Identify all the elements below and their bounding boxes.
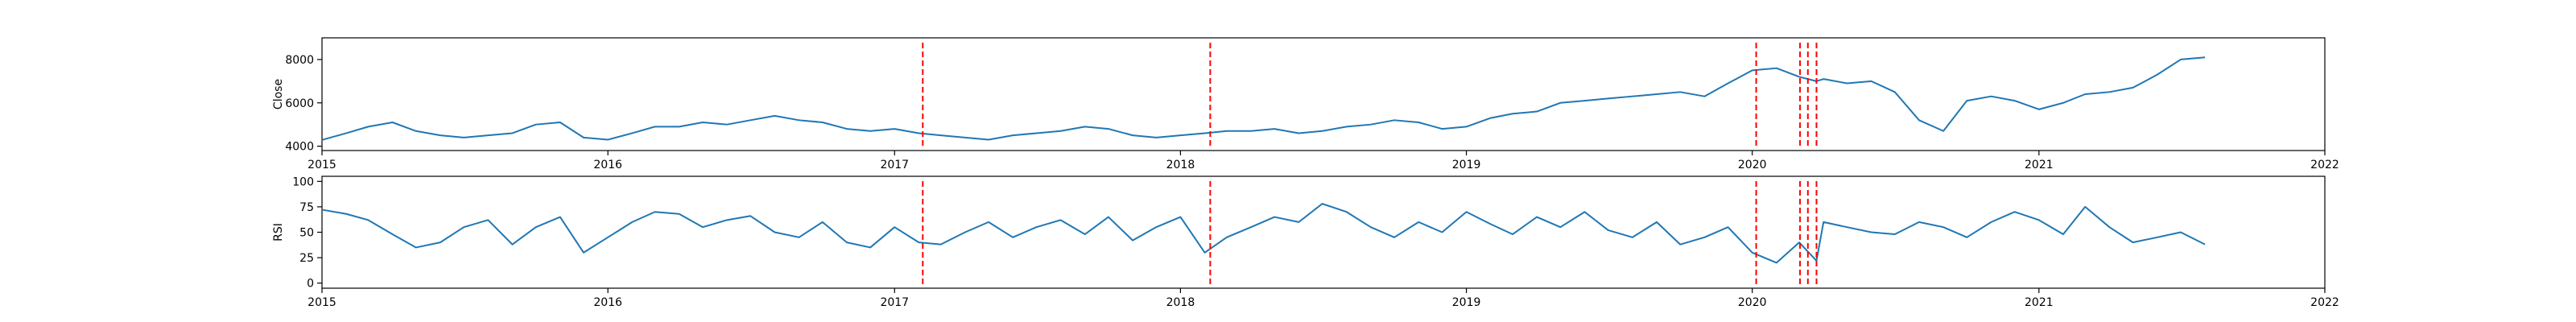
x-tick-label: 2015 — [308, 296, 336, 309]
y-tick-label: 6000 — [285, 97, 314, 110]
subplot-close: 2015 2016 2017 2018 2019 2020 2021 2022 4000 6000… — [272, 37, 2339, 171]
x-tick-label: 2019 — [1452, 296, 1481, 309]
x-tick-label: 2020 — [1738, 296, 1767, 309]
y-tick-label: 50 — [299, 227, 314, 240]
x-tick-label: 2015 — [308, 159, 336, 171]
x-tick-label: 2018 — [1166, 296, 1195, 309]
series-line-close — [322, 56, 2206, 141]
x-tick-label: 2020 — [1738, 159, 1767, 171]
axes-frame — [321, 175, 2326, 289]
x-tick-label: 2021 — [2025, 296, 2054, 309]
x-tick-label: 2022 — [2310, 159, 2339, 171]
y-axis-title: RSI — [272, 223, 285, 242]
axes-frame — [321, 37, 2326, 151]
y-tick-label: 4000 — [285, 141, 314, 154]
x-tick-label: 2016 — [593, 159, 622, 171]
y-tick-label: 25 — [299, 252, 314, 265]
subplot-rsi: 2015 2016 2017 2018 2019 2020 2021 2022 0 25 50 75 1… — [272, 175, 2339, 309]
x-tick-label: 2017 — [880, 159, 909, 171]
x-tick-label: 2021 — [2025, 159, 2054, 171]
x-tick-label: 2017 — [880, 296, 909, 309]
x-tick-label: 2022 — [2310, 296, 2339, 309]
x-tick-label: 2019 — [1452, 159, 1481, 171]
y-axis-title: Close — [272, 79, 285, 109]
y-tick-label: 75 — [299, 201, 314, 214]
y-tick-label: 100 — [292, 175, 314, 188]
series-line-rsi — [322, 203, 2206, 264]
y-tick-label: 8000 — [285, 54, 314, 67]
y-tick-label: 0 — [307, 278, 314, 291]
x-tick-label: 2018 — [1166, 159, 1195, 171]
x-tick-label: 2016 — [593, 296, 622, 309]
